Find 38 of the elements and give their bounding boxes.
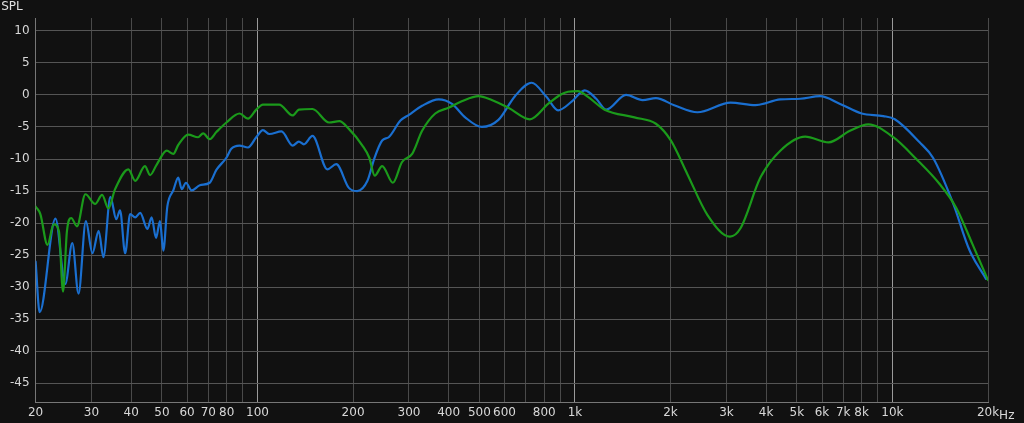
y-tick-label: 10 (14, 22, 30, 37)
x-tick-label: 20 (27, 404, 44, 419)
x-tick-label: 800 (532, 404, 556, 419)
x-tick-label: 6k (814, 404, 830, 419)
x-tick-label: 80 (219, 404, 235, 419)
x-tick-label: 5k (789, 404, 805, 419)
x-tick-label: 20k (976, 404, 1000, 419)
y-tick-label: -40 (9, 343, 30, 358)
x-tick-label: 40 (123, 404, 139, 419)
y-tick-label: -15 (9, 183, 30, 198)
y-tick-label: -25 (9, 247, 30, 262)
y-tick-label: -5 (17, 119, 30, 134)
x-tick-label: 400 (437, 404, 461, 419)
x-tick-label: 500 (467, 404, 491, 419)
x-tick-label: 50 (154, 404, 170, 419)
x-tick-label: 10k (881, 404, 904, 419)
x-tick-label: 2k (663, 404, 678, 419)
x-tick-label: 3k (719, 404, 734, 419)
x-tick-label: 4k (758, 404, 774, 419)
x-tick-label: 7k (835, 404, 851, 419)
y-tick-label: -30 (9, 279, 30, 294)
x-tick-label: 30 (83, 404, 100, 419)
x-tick-label: 8k (854, 404, 870, 419)
x-tick-label: 60 (179, 404, 195, 419)
x-axis-title: Hz (999, 407, 1015, 422)
y-tick-label: -20 (9, 215, 30, 230)
y-tick-label: -35 (9, 311, 30, 326)
x-tick-label: 100 (246, 404, 269, 419)
x-tick-label: 600 (493, 404, 516, 419)
y-axis-title: SPL (1, 0, 24, 14)
x-tick-label: 300 (397, 404, 421, 419)
x-tick-label: 70 (200, 404, 216, 419)
x-tick-label: 1k (567, 404, 583, 419)
x-tick-label: 200 (341, 404, 365, 419)
y-tick-label: 0 (21, 87, 30, 102)
y-tick-label: 5 (21, 55, 30, 69)
y-tick-label: -10 (9, 151, 30, 166)
y-tick-label: -45 (9, 375, 30, 390)
